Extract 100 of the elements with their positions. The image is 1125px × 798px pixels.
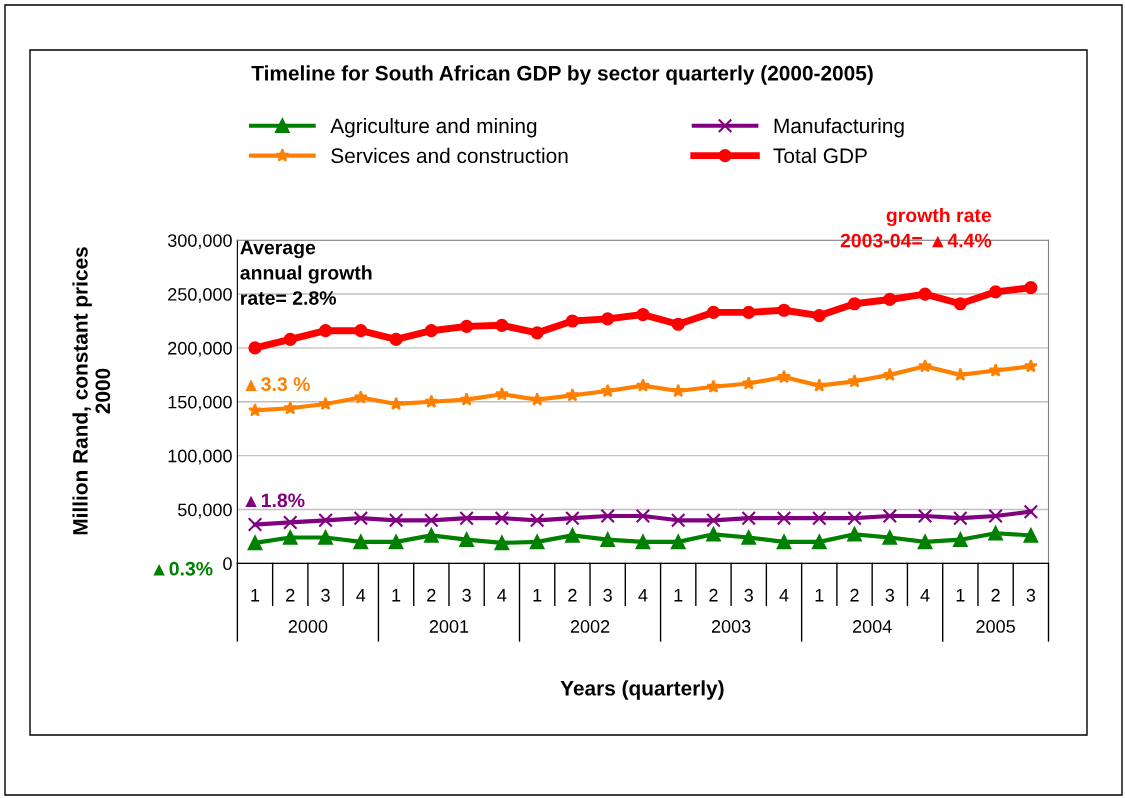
- point: [459, 532, 474, 547]
- point: [282, 515, 298, 530]
- point: [671, 383, 686, 398]
- point: [494, 510, 510, 526]
- x-tick-label: 1: [251, 589, 260, 602]
- point: [706, 527, 721, 542]
- point: [529, 534, 545, 550]
- x-tick-label: 1: [674, 589, 683, 602]
- legend-label: Agriculture and mining: [330, 117, 537, 138]
- x-tick-label: 2: [991, 588, 1000, 602]
- point: [917, 508, 933, 524]
- y-tick-label: 100,000: [168, 449, 232, 465]
- point: [388, 513, 404, 528]
- point: [530, 326, 544, 340]
- point: [318, 530, 333, 545]
- point: [741, 530, 757, 545]
- point: [600, 508, 615, 524]
- point: [248, 341, 262, 355]
- x-axis-title: Years (quarterly): [560, 680, 724, 700]
- point: [494, 535, 510, 551]
- point: [776, 510, 792, 526]
- point: [882, 530, 898, 545]
- y-tick-label: 0: [223, 557, 232, 571]
- text: 2000: [288, 620, 328, 633]
- point: [494, 386, 509, 401]
- point: [354, 324, 368, 338]
- legend-label: Total GDP: [773, 147, 867, 164]
- point: [389, 396, 404, 411]
- point: [565, 528, 580, 543]
- point: [847, 510, 862, 526]
- chart-title: Timeline for South African GDP by sector quarterly (2000-2005): [251, 65, 873, 85]
- x-tick-label: 2: [427, 588, 436, 602]
- x-tick-label: 4: [356, 589, 366, 602]
- point: [882, 508, 898, 524]
- x-tick-label: 2: [286, 588, 295, 602]
- text: ▲0.3%: [153, 561, 213, 576]
- point: [812, 309, 826, 323]
- point: [671, 317, 685, 331]
- x-tick-label: 1: [956, 589, 965, 602]
- point: [247, 517, 263, 532]
- annotation: ▲1.8%: [245, 493, 305, 508]
- point: [565, 314, 579, 328]
- point: [600, 532, 615, 547]
- legend-label: Services and construction: [331, 147, 568, 164]
- point: [953, 367, 968, 381]
- point: [282, 530, 298, 545]
- y-tick-label: 50,000: [178, 503, 232, 519]
- point: [353, 390, 368, 404]
- point: [917, 534, 933, 550]
- annotation: Average annual growth rate= 2.8%: [240, 240, 372, 305]
- y-axis-title: Million Rand, constant prices 2000: [72, 247, 111, 535]
- text: 2001: [429, 620, 469, 633]
- point: [424, 528, 439, 543]
- y-tick-label: 300,000: [167, 234, 232, 250]
- point: [247, 535, 263, 551]
- text: 2004: [853, 620, 892, 633]
- point: [424, 324, 438, 338]
- point: [495, 318, 509, 332]
- point: [565, 388, 580, 402]
- x-tick-label: 3: [462, 588, 471, 602]
- point: [600, 383, 615, 398]
- y-tick-label: 200,000: [168, 341, 232, 357]
- x-tick-label: 2: [568, 588, 577, 602]
- point: [670, 534, 686, 550]
- point: [953, 510, 968, 526]
- point: [424, 513, 439, 528]
- point: [388, 534, 404, 550]
- point: [460, 319, 474, 333]
- point: [776, 534, 792, 550]
- x-tick-label: 4: [638, 589, 648, 602]
- point: [1024, 281, 1038, 295]
- x-tick-label: 3: [744, 588, 753, 602]
- x-tick-label: 1: [533, 589, 542, 602]
- point: [811, 510, 827, 526]
- point: [706, 305, 721, 319]
- point: [670, 513, 686, 528]
- y-tick-label: 150,000: [168, 395, 232, 411]
- point: [353, 534, 369, 550]
- y-tick-label: 250,000: [168, 288, 232, 303]
- point: [459, 392, 474, 406]
- x-tick-label: 2: [850, 588, 859, 602]
- point: [1023, 358, 1038, 373]
- point: [812, 378, 827, 392]
- point: [318, 324, 333, 338]
- x-tick-label: 1: [815, 589, 824, 602]
- point: [283, 400, 298, 415]
- x-tick-label: 4: [920, 589, 930, 602]
- text: 2002: [570, 620, 610, 633]
- point: [989, 285, 1003, 299]
- point: [636, 307, 650, 322]
- point: [635, 508, 651, 524]
- point: [741, 376, 756, 390]
- point: [988, 525, 1003, 541]
- point: [1023, 504, 1039, 519]
- point: [635, 378, 650, 392]
- point: [988, 363, 1003, 377]
- point: [811, 534, 827, 550]
- point: [635, 534, 651, 550]
- point: [742, 305, 756, 319]
- point: [988, 508, 1003, 524]
